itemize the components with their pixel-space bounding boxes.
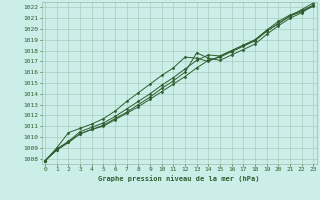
X-axis label: Graphe pression niveau de la mer (hPa): Graphe pression niveau de la mer (hPa) [99,175,260,182]
